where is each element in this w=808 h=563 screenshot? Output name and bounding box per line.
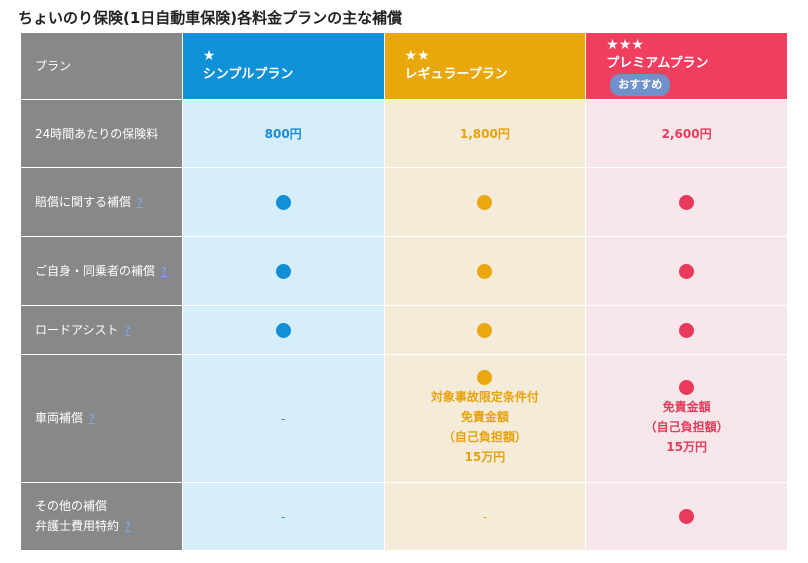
- included-circle-icon: [679, 322, 695, 338]
- row-label-vehicle-text: 車両補償: [35, 411, 84, 425]
- vehicle-regular-condition: 対象事故限定条件付: [430, 390, 539, 404]
- plan-header-regular: ★★ レギュラープラン: [383, 32, 587, 100]
- plan-comparison-table: プラン ★ シンプルプラン ★★ レギュラープラン ★★★ プレミアムプランおす…: [20, 32, 788, 551]
- plan-header-premium: ★★★ プレミアムプランおすすめ: [585, 32, 788, 100]
- row-label-liability: 賠償に関する補償?: [20, 167, 183, 237]
- included-circle-icon: [679, 263, 695, 279]
- liability-premium: [585, 167, 788, 237]
- liability-regular: [383, 167, 587, 237]
- included-circle-icon: [477, 194, 493, 210]
- table-row-price: 24時間あたりの保険料 800円 1,800円 2,600円: [20, 99, 788, 168]
- other-regular: -: [383, 482, 587, 551]
- row-label-liability-text: 賠償に関する補償: [35, 194, 132, 209]
- vehicle-regular-deductible-label: 免責金額: [460, 410, 509, 424]
- vehicle-regular: 対象事故限定条件付 免責金額 （自己負担額） 15万円: [383, 354, 587, 483]
- plan-name-simple: シンプルプラン: [202, 66, 294, 82]
- not-included-dash: -: [280, 509, 286, 524]
- included-circle-icon: [679, 509, 695, 524]
- liability-simple: [181, 167, 385, 237]
- row-label-other-line1: その他の補償: [35, 499, 108, 513]
- included-circle-icon: [275, 194, 291, 210]
- table-row-vehicle: 車両補償? - 対象事故限定条件付 免責金額 （自己負担額） 15万円 免責金額…: [20, 354, 788, 483]
- personal-regular: [383, 236, 587, 306]
- row-label-personal: ご自身・同乗者の補償?: [20, 236, 183, 306]
- included-circle-icon: [275, 322, 291, 338]
- plan-name-premium: プレミアムプランおすすめ: [606, 54, 767, 96]
- table-row-other: その他の補償 弁護士費用特約? - -: [20, 482, 788, 551]
- included-circle-icon: [275, 263, 291, 279]
- roadside-regular: [383, 305, 587, 355]
- row-label-roadside: ロードアシスト?: [20, 305, 183, 355]
- included-circle-icon: [679, 380, 695, 395]
- included-circle-icon: [477, 322, 493, 338]
- vehicle-regular-deductible-amount: 15万円: [464, 450, 506, 464]
- not-included-dash: -: [482, 509, 488, 524]
- plan-stars-regular: ★★: [404, 47, 430, 64]
- help-link-vehicle[interactable]: ?: [89, 412, 95, 425]
- plan-stars-simple: ★: [202, 47, 216, 64]
- other-premium: [585, 482, 788, 551]
- recommended-badge: おすすめ: [610, 73, 671, 96]
- plan-name-regular: レギュラープラン: [404, 66, 508, 82]
- included-circle-icon: [477, 263, 493, 279]
- personal-premium: [585, 236, 788, 306]
- table-header-row: プラン ★ シンプルプラン ★★ レギュラープラン ★★★ プレミアムプランおす…: [20, 32, 788, 100]
- help-link-liability[interactable]: ?: [137, 195, 143, 209]
- row-label-other-line2: 弁護士費用特約: [35, 519, 120, 533]
- personal-simple: [181, 236, 385, 306]
- price-regular: 1,800円: [383, 99, 587, 168]
- included-circle-icon: [679, 194, 695, 210]
- vehicle-simple: -: [181, 354, 385, 483]
- help-link-personal[interactable]: ?: [161, 264, 167, 278]
- roadside-premium: [585, 305, 788, 355]
- table-row-personal: ご自身・同乗者の補償?: [20, 236, 788, 306]
- included-circle-icon: [477, 370, 493, 385]
- vehicle-premium-deductible-label: 免責金額: [662, 400, 711, 414]
- row-label-roadside-text: ロードアシスト: [35, 322, 119, 337]
- page-title: ちょいのり保険(1日自動車保険)各料金プランの主な補償: [18, 9, 403, 27]
- vehicle-regular-deductible-note: （自己負担額）: [442, 430, 527, 444]
- price-premium: 2,600円: [585, 99, 788, 168]
- plan-header-label: プラン: [20, 32, 183, 100]
- vehicle-premium-deductible-note: （自己負担額）: [644, 420, 729, 434]
- vehicle-premium: 免責金額 （自己負担額） 15万円: [585, 354, 788, 483]
- table-row-liability: 賠償に関する補償?: [20, 167, 788, 237]
- table-row-roadside: ロードアシスト?: [20, 305, 788, 355]
- row-label-other: その他の補償 弁護士費用特約?: [20, 482, 183, 551]
- not-included-dash: -: [280, 411, 286, 426]
- row-label-price: 24時間あたりの保険料: [20, 99, 183, 168]
- help-link-roadside[interactable]: ?: [124, 323, 131, 337]
- roadside-simple: [181, 305, 385, 355]
- plan-header-simple: ★ シンプルプラン: [181, 32, 385, 100]
- row-label-personal-text: ご自身・同乗者の補償: [35, 263, 156, 278]
- help-link-other[interactable]: ?: [125, 520, 131, 533]
- row-label-vehicle: 車両補償?: [20, 354, 183, 483]
- price-simple: 800円: [181, 99, 385, 168]
- plan-stars-premium: ★★★: [606, 36, 644, 53]
- other-simple: -: [181, 482, 385, 551]
- vehicle-premium-deductible-amount: 15万円: [666, 440, 707, 454]
- plan-name-premium-text: プレミアムプラン: [606, 55, 709, 71]
